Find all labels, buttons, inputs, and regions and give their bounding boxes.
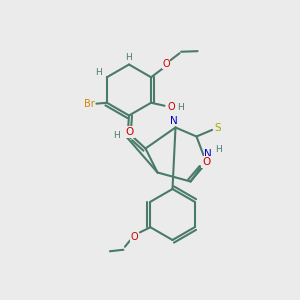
Text: O: O bbox=[162, 59, 170, 69]
Text: N: N bbox=[170, 116, 178, 126]
Text: H: H bbox=[95, 68, 102, 77]
Text: H: H bbox=[126, 52, 132, 62]
Text: O: O bbox=[167, 102, 175, 112]
Text: O: O bbox=[202, 157, 210, 167]
Text: S: S bbox=[215, 123, 221, 133]
Text: H: H bbox=[114, 130, 120, 140]
Text: H: H bbox=[216, 145, 222, 154]
Text: O: O bbox=[130, 232, 138, 242]
Text: Br: Br bbox=[84, 99, 95, 109]
Text: N: N bbox=[204, 149, 212, 159]
Text: H: H bbox=[177, 103, 184, 112]
Text: O: O bbox=[126, 127, 134, 137]
